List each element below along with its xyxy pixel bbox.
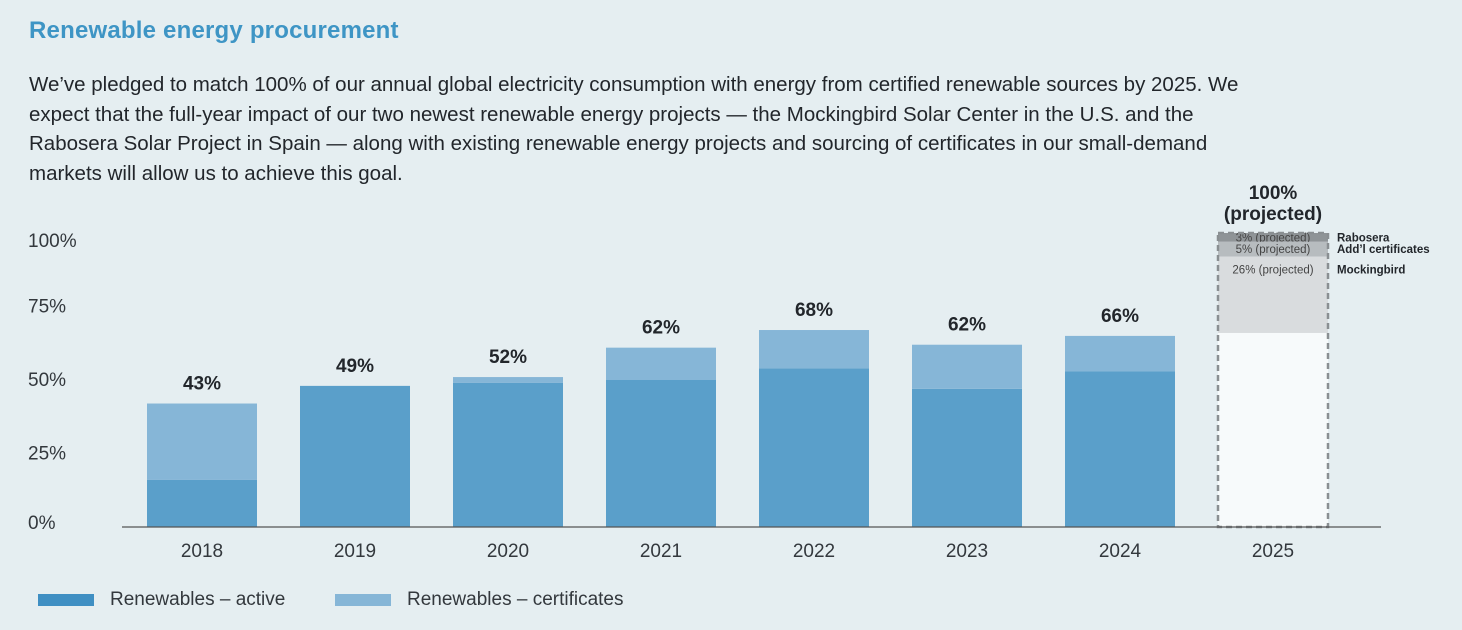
y-tick-label: 75% [28,297,66,318]
bar-active [453,382,563,527]
bar-total-label: 43% [183,374,221,395]
chart-title: Renewable energy procurement [29,17,399,44]
x-tick-label: 2024 [1099,541,1142,562]
intro-paragraph: We’ve pledged to match 100% of our annua… [29,73,1239,185]
x-tick-label: 2023 [946,541,988,562]
projected-bar-outline [1216,231,1330,529]
legend-item-certificates: Renewables – certificates [335,589,624,611]
projected-segment-label: 26% (projected) [1232,265,1313,277]
y-tick-label: 50% [28,370,66,391]
x-tick-label: 2025 [1252,541,1294,562]
bar-total-label: 62% [642,318,680,339]
legend-label-active: Renewables – active [110,589,286,610]
bar-active [1065,371,1175,527]
projected-segment [1218,233,1328,242]
bar-total-label: 66% [1101,306,1139,327]
y-tick-label: 0% [28,513,56,534]
x-tick-label: 2022 [793,541,835,562]
bar-certificates [453,377,563,383]
projected-bar: 3% (projected) Rabosera 5% (projected) Add’… [1216,231,1430,529]
bars [147,330,1175,527]
projected-segment-label: 5% (projected) [1236,244,1311,256]
bar-total-label: 49% [336,356,374,377]
x-tick-label: 2020 [487,541,529,562]
projected-segment-name: Add’l certificates [1337,244,1430,256]
data-labels: 43% 49% 52% 62% 68% 62% 66% 100%(projected) [183,183,1322,395]
projected-segment-label: 3% (projected) [1236,232,1311,244]
projected-segment-name: Rabosera [1337,232,1390,244]
y-tick-label: 25% [28,444,66,465]
x-tick-label: 2021 [640,541,682,562]
legend-item-active: Renewables – active [38,589,285,611]
bar-active [300,385,410,527]
bar-active [759,368,869,527]
projected-total-sublabel: (projected) [1224,204,1322,225]
bar-certificates [606,347,716,380]
bar-certificates [759,330,869,369]
x-tick-label: 2018 [181,541,223,562]
projected-total-label: 100% [1249,183,1298,204]
bar-total-label: 68% [795,300,833,321]
bar-certificates [1065,335,1175,372]
legend-label-certificates: Renewables – certificates [407,589,624,610]
bar-certificates [147,403,257,480]
bar-total-label: 52% [489,347,527,368]
y-axis: 0% 25% 50% 75% 100% [28,231,77,534]
legend-swatch-certificates [335,594,391,606]
y-tick-label: 100% [28,231,77,252]
bar-active [912,388,1022,527]
x-axis: 2018 2019 2020 2021 2022 2023 2024 2025 [181,541,1294,562]
x-tick-label: 2019 [334,541,376,562]
projected-segment-name: Mockingbird [1337,265,1405,277]
projected-segment [1218,241,1328,257]
bar-active [606,380,716,527]
projected-segment [1218,256,1328,333]
bar-active [147,479,257,527]
legend-swatch-active [38,594,94,606]
bar-total-label: 62% [948,315,986,336]
bar-certificates [912,344,1022,389]
